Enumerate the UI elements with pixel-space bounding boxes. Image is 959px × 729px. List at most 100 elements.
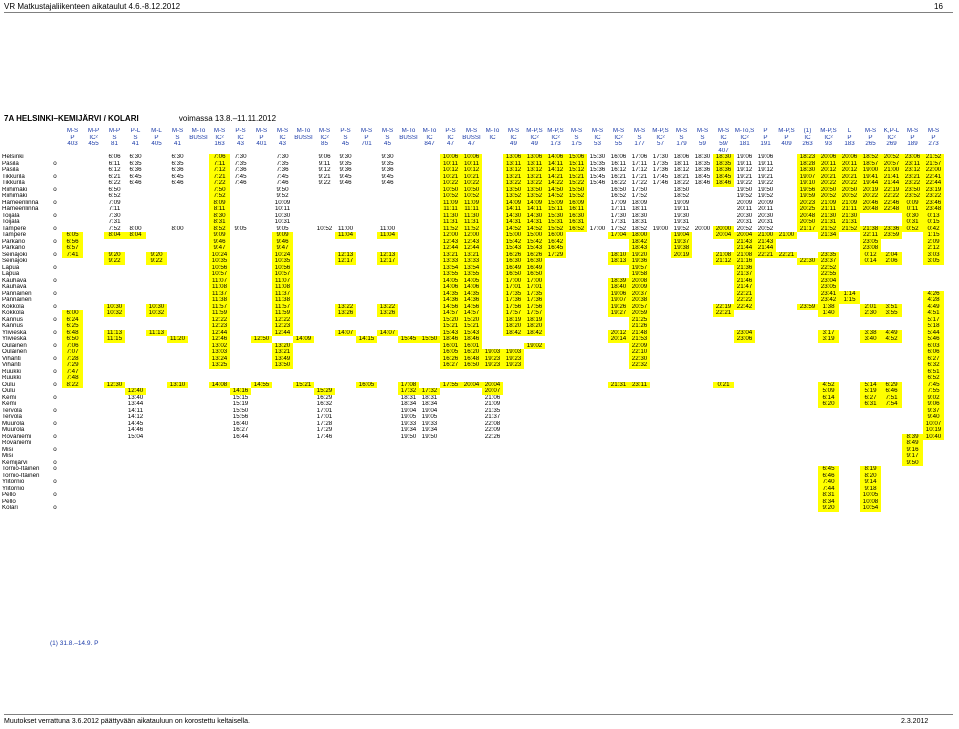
time-cell: 9:09	[209, 232, 230, 239]
time-cell: 10:30	[274, 212, 291, 219]
train-type-row-cell: M-To	[191, 128, 206, 134]
time-cell: 16:49	[524, 264, 545, 271]
time-cell: 19:36	[629, 258, 650, 265]
time-cell: 17:57	[503, 310, 524, 317]
time-cell: 20:19	[860, 186, 881, 193]
time-cell: 18:09	[631, 199, 648, 206]
time-cell: 5:19	[860, 388, 881, 395]
time-cell: 9:22	[146, 258, 167, 265]
time-cell: 9:30	[381, 154, 394, 160]
time-cell: 18:19	[503, 316, 524, 323]
time-cell: 0:15	[923, 219, 944, 226]
train-type-row-cell: M-S	[612, 128, 625, 134]
time-cell: 19:34	[400, 427, 417, 433]
time-cell: 21:35	[484, 407, 501, 414]
time-cell: 6:03	[923, 342, 944, 349]
time-cell: 9:50	[902, 459, 923, 466]
time-cell	[62, 505, 83, 512]
train-class-row-cell: P	[154, 134, 159, 141]
time-cell: 22:08	[484, 420, 501, 427]
time-cell: 9:36	[381, 167, 394, 173]
time-cell: 9:46	[209, 238, 230, 245]
train-type-row-cell: M-S	[318, 128, 331, 134]
train-type-row-cell: M-S	[591, 128, 604, 134]
time-cell: 19:33	[400, 420, 417, 427]
time-cell: 18:36	[694, 167, 711, 173]
section-validity: voimassa 13.8.–11.11.2012	[178, 114, 277, 123]
table-row: Kemijärvi o 9:50	[2, 459, 944, 466]
train-number-extra-row: 407	[2, 148, 944, 155]
time-cell: 22:48	[881, 206, 902, 213]
time-cell: 18:34	[421, 401, 438, 407]
time-cell: 18:19	[524, 316, 545, 323]
time-cell: 7:41	[62, 251, 83, 258]
table-row: Tornio-Itäinen o 6:45 8:19	[2, 466, 944, 473]
time-cell: 22:19	[713, 303, 734, 310]
table-row: Ylitornio o 7:40 9:14	[2, 479, 944, 486]
arrival-marker: o	[53, 290, 57, 297]
time-cell: 20:04	[461, 381, 482, 388]
time-cell: 16:29	[316, 394, 333, 401]
time-cell: 19:02	[524, 342, 545, 349]
time-cell: 18:45	[694, 173, 711, 180]
time-cell: 22:19	[881, 186, 902, 193]
train-class-row-cell: P	[364, 134, 369, 141]
time-cell: 17:35	[524, 290, 545, 297]
time-cell: 21:44	[881, 180, 902, 187]
time-cell: 16:05	[356, 381, 377, 388]
time-cell	[671, 505, 692, 512]
time-cell: 21:31	[608, 381, 629, 388]
train-number-row-cell: 177	[634, 141, 645, 147]
time-cell: 15:00	[503, 232, 524, 239]
train-class-row-cell: S	[343, 134, 348, 141]
train-number-row-cell: 173	[550, 141, 561, 147]
time-cell: 3:51	[881, 303, 902, 310]
train-number-row-cell: 401	[256, 141, 267, 147]
time-cell: 17:35	[652, 160, 669, 167]
timetable: M-S M-P M-P P-L M-L M-S M-To M-S P-S M-S M-S M-To M-…	[2, 128, 944, 512]
train-type-row-cell: M-S	[696, 128, 709, 134]
time-cell: 13:21	[503, 173, 524, 180]
train-class-row-cell: S	[175, 134, 180, 141]
time-cell: 16:20	[461, 349, 482, 356]
table-row: Hämeenlinna 7:11 8:11 10:11 11:11 11:11 14:11 1…	[2, 206, 944, 213]
time-cell: 6:45	[818, 466, 839, 473]
train-class-row-cell: IC	[804, 134, 811, 141]
train-type-row-cell: M-S	[276, 128, 289, 134]
time-cell: 13:20	[272, 342, 293, 349]
time-cell: 7:11	[108, 206, 121, 212]
time-cell: 20:50	[797, 219, 818, 226]
time-cell	[881, 505, 902, 512]
train-class-row-cell: BUSSI	[399, 134, 418, 141]
time-cell: 6:30	[171, 154, 184, 160]
table-row: Kannus o 6:24 12:22 12:22 15:20 15:20 18:19 18:1…	[2, 316, 944, 323]
train-class-row-cell: IC	[447, 134, 454, 141]
time-cell: 18:57	[860, 160, 881, 167]
footer-date: 2.3.2012	[901, 718, 929, 725]
time-cell: 8:39	[902, 433, 923, 440]
time-cell: 14:55	[251, 381, 272, 388]
train-number-row-cell: 41	[174, 141, 181, 147]
time-cell: 8:20	[860, 472, 881, 479]
time-cell: 6:46	[129, 180, 142, 186]
time-cell: 13:06	[503, 154, 524, 161]
train-class-row-cell: S	[112, 134, 117, 141]
time-cell: 6:36	[129, 167, 142, 173]
time-cell: 11:59	[209, 310, 230, 317]
time-cell	[188, 505, 209, 512]
station-name: Tampere	[2, 232, 27, 238]
table-row: Seinäjoki 9:22 9:22 10:35 10:35 12:17 12:17 13:…	[2, 258, 944, 265]
time-cell: 23:59	[797, 303, 818, 310]
time-cell: 14:56	[461, 303, 482, 310]
time-cell: 23:06	[734, 336, 755, 343]
train-number-row-cell: 405	[151, 141, 162, 147]
time-cell: 9:22	[318, 180, 331, 186]
time-cell: 22:32	[629, 362, 650, 369]
time-cell: 21:52	[839, 225, 860, 232]
time-cell: 19:22	[736, 180, 753, 186]
time-cell	[545, 505, 566, 512]
time-cell: 14:11	[545, 160, 566, 167]
time-cell: 20:46	[860, 199, 881, 206]
table-row: Toijala 7:31 8:31 10:31 11:31 11:31 14:31 14:31…	[2, 219, 944, 226]
time-cell: 19:10	[797, 180, 818, 187]
